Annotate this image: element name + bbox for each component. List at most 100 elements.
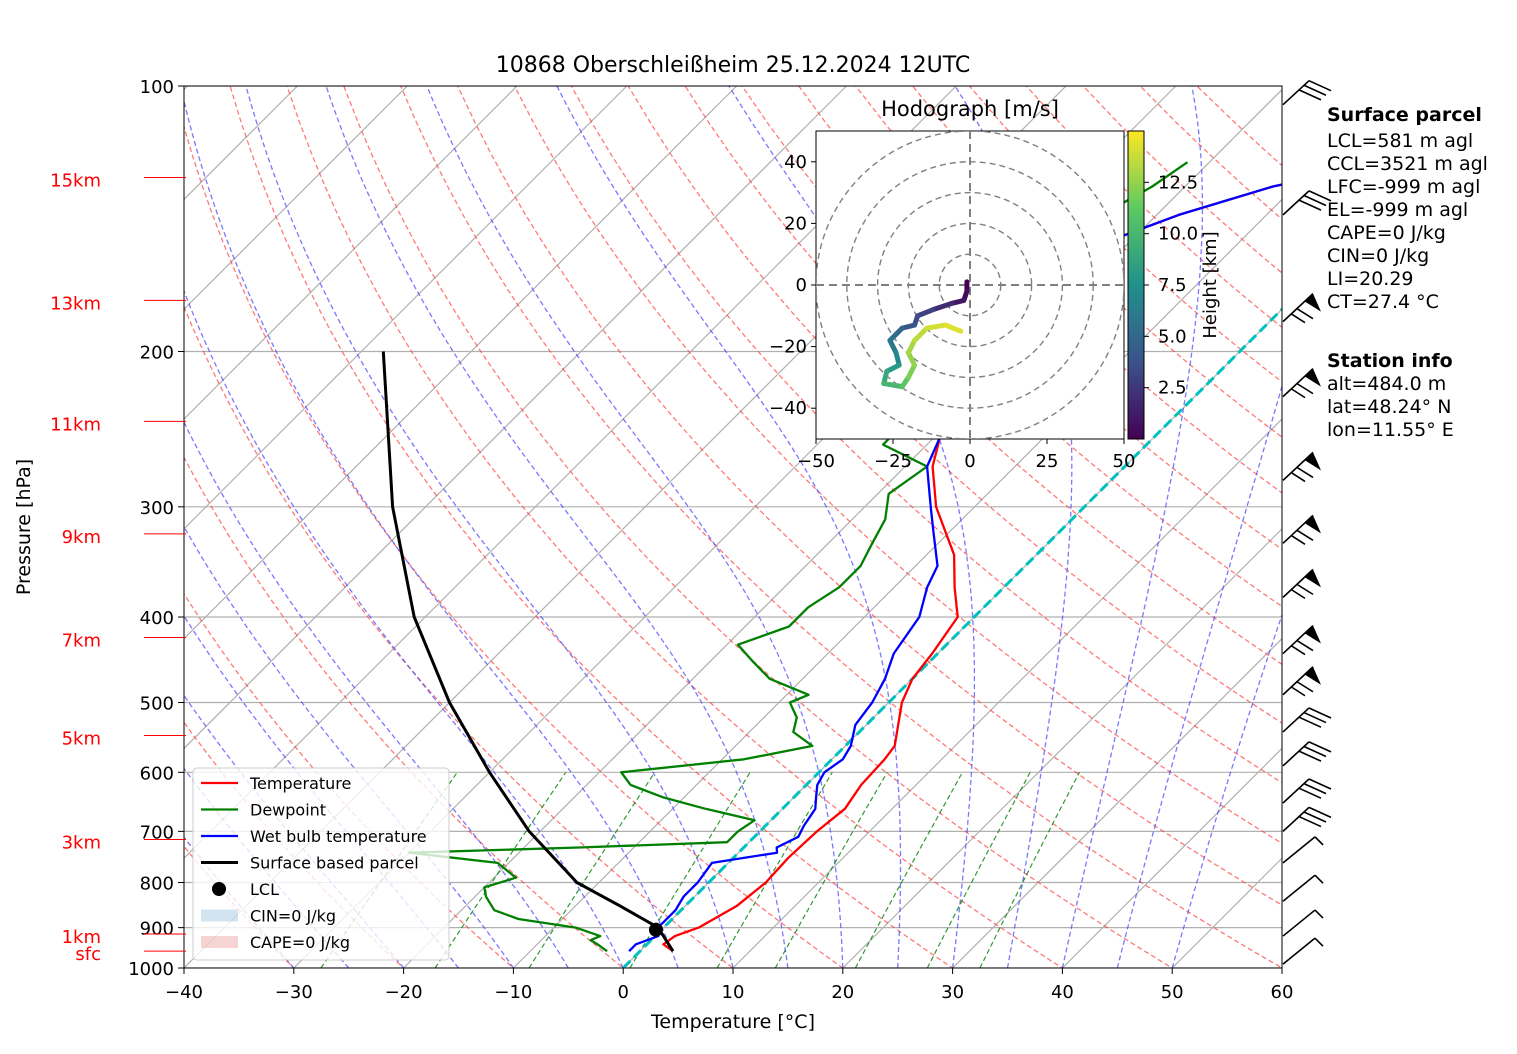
- legend-label: LCL: [250, 880, 279, 899]
- hodograph-segment: [881, 381, 905, 390]
- hodograph-segment: [942, 322, 964, 334]
- dry-adiabat: [457, 86, 1282, 906]
- barb-staff: [1282, 514, 1314, 544]
- mixing-ratio-line: [629, 771, 751, 968]
- dry-adiabat: [627, 86, 1282, 724]
- x-tick-label: 50: [1161, 982, 1184, 1003]
- hodograph-ring: [876, 191, 1064, 379]
- height-label: 13km: [50, 293, 101, 314]
- y-tick-label: 900: [140, 919, 174, 940]
- mixing-ratio-line: [979, 772, 1081, 968]
- isotherm-line: [184, 86, 847, 750]
- barb-feather: [1314, 937, 1324, 947]
- x-tick-label: 10: [722, 982, 745, 1003]
- dry-adiabat: [798, 86, 1282, 551]
- lcl-marker: [648, 922, 663, 937]
- isotherm-line: [952, 637, 1282, 968]
- barb-feather: [1314, 874, 1324, 884]
- barb-feather: [1303, 782, 1327, 795]
- x-tick-label: −10: [494, 982, 532, 1003]
- barb-feather: [1298, 89, 1322, 101]
- barb-staff: [1282, 451, 1314, 481]
- hodograph-y-tick-label: −20: [769, 337, 807, 358]
- dry-adiabat: [184, 124, 844, 968]
- moist-adiabat: [1061, 86, 1204, 968]
- barb-feather: [1296, 382, 1314, 395]
- hodograph-frame: [815, 130, 1125, 440]
- barb-staff: [1282, 937, 1316, 965]
- height-label: 9km: [62, 527, 101, 548]
- hodograph-x-tick-label: 50: [1113, 451, 1136, 472]
- isotherm-line: [184, 86, 518, 420]
- height-label: 3km: [62, 832, 101, 853]
- barb-pennant: [1305, 625, 1321, 644]
- barb-feather: [1308, 707, 1332, 719]
- barb-feather: [1296, 307, 1314, 320]
- y-tick-label: 100: [140, 77, 174, 98]
- moist-adiabat: [184, 98, 679, 968]
- barb-pennant: [1305, 293, 1321, 312]
- barb-staff: [1282, 293, 1314, 323]
- mixing-ratio-line: [854, 772, 964, 968]
- barb-staff: [1282, 778, 1310, 804]
- y-tick-label: 1000: [128, 959, 174, 980]
- barb-feather: [1298, 815, 1322, 828]
- barb-pennant: [1305, 368, 1321, 387]
- chart-title: 10868 Oberschleißheim 25.12.2024 12UTC: [496, 53, 971, 78]
- mixing-ratio-line: [774, 771, 888, 968]
- barb-staff: [1282, 624, 1314, 655]
- isotherm-line: [842, 527, 1282, 968]
- barb-feather: [1296, 466, 1314, 479]
- x-tick-label: 60: [1271, 982, 1294, 1003]
- y-tick-label: 700: [140, 822, 174, 843]
- dry-adiabat: [855, 86, 1282, 494]
- legend-label: Wet bulb temperature: [250, 827, 427, 846]
- barb-feather: [1290, 686, 1306, 697]
- barb-staff: [1282, 806, 1310, 832]
- surface-parcel-line: CCL=3521 m agl: [1327, 153, 1488, 175]
- barb-feather: [1290, 644, 1306, 656]
- barb-feather: [1290, 471, 1306, 483]
- barb-feather: [1314, 836, 1324, 846]
- moist-adiabat: [426, 86, 844, 968]
- barb-staff: [1282, 874, 1316, 902]
- surface-parcel-line: LCL=581 m agl: [1327, 130, 1473, 152]
- dry-adiabat: [286, 86, 1064, 968]
- colorbar-tick-label: 12.5: [1158, 172, 1198, 193]
- y-tick-label: 500: [140, 693, 174, 714]
- hodograph-y-tick-label: 0: [796, 275, 807, 296]
- surface-parcel-line: LI=20.29: [1327, 268, 1414, 290]
- legend: Temperature Dewpoint Wet bulb temperature S…: [192, 767, 450, 961]
- dry-adiabat: [229, 86, 954, 968]
- moist-adiabat: [245, 86, 734, 968]
- height-label: 7km: [62, 631, 101, 652]
- barb-feather: [1308, 79, 1332, 92]
- moist-adiabat: [954, 86, 1073, 968]
- surface-parcel-heading: Surface parcel: [1327, 104, 1482, 126]
- surface-parcel-line: EL=-999 m agl: [1327, 199, 1468, 221]
- barb-staff: [1282, 741, 1310, 767]
- barb-feather: [1290, 387, 1306, 399]
- hodograph-segment: [912, 325, 930, 343]
- hodograph-x-tick-label: 25: [1036, 451, 1059, 472]
- hodograph-x-tick-label: 0: [964, 451, 975, 472]
- dry-adiabat: [184, 305, 735, 968]
- x-tick-label: 20: [831, 982, 854, 1003]
- legend-box: [192, 767, 450, 961]
- barb-pennant: [1305, 569, 1321, 588]
- barb-feather: [1303, 194, 1327, 207]
- moist-adiabat: [556, 86, 902, 968]
- station-info-heading: Station info: [1327, 350, 1453, 372]
- barb-feather: [1290, 534, 1306, 546]
- isotherm-line: [732, 418, 1282, 968]
- moist-adiabat: [184, 289, 624, 968]
- barb-feather: [1296, 639, 1314, 652]
- colorbar-tick-label: 10.0: [1158, 224, 1198, 245]
- legend-swatch: [201, 909, 238, 922]
- hodograph: Hodograph [m/s] −50 −25 0 25 50 40 20 0 −20 −40 2.5…: [769, 97, 1221, 472]
- colorbar-tick-label: 7.5: [1158, 275, 1187, 296]
- station-info-line: lat=48.24° N: [1327, 396, 1451, 418]
- x-tick-label: −40: [165, 982, 203, 1003]
